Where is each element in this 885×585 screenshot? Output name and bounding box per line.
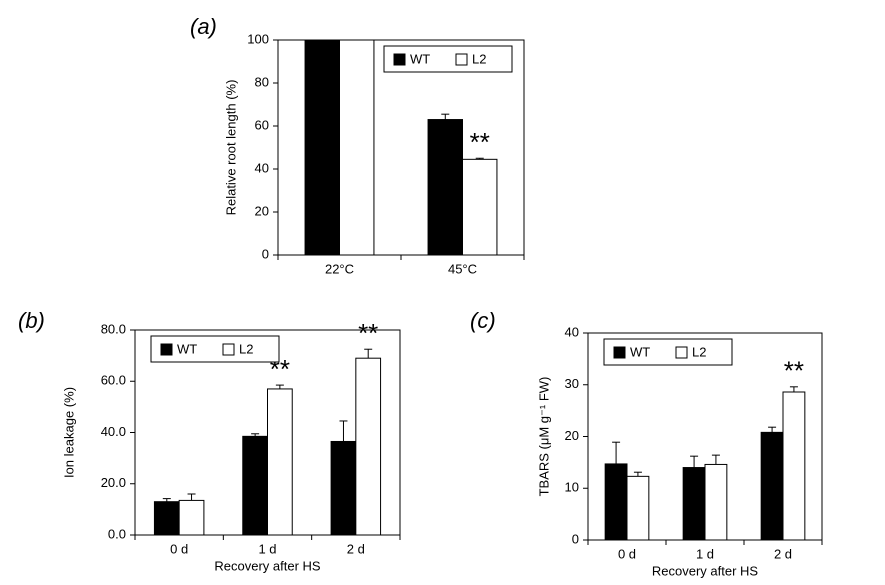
panel-label: (a): [190, 14, 217, 39]
y-tick-label: 60: [255, 117, 269, 132]
x-tick-label: 1 d: [696, 546, 714, 561]
y-tick-label: 20: [565, 428, 579, 443]
panel: (a) Relative root length (%) 0 20 40 60 80 100 2…: [190, 14, 525, 276]
error-bar: [711, 454, 720, 465]
x-tick-label: 2 d: [347, 541, 365, 556]
error-bar: [441, 113, 450, 120]
bar: [267, 388, 293, 536]
y-tick-label: 10: [565, 480, 579, 495]
bar: [462, 158, 498, 256]
bar: [355, 357, 382, 536]
legend-swatch: [675, 346, 688, 359]
error-bar: [475, 157, 484, 160]
x-tick-label: 0 d: [618, 546, 636, 561]
y-tick-label: 40: [255, 160, 269, 175]
y-tick-label: 80.0: [101, 321, 126, 336]
y-tick-label: 30: [565, 376, 579, 391]
bar: [427, 119, 463, 256]
legend-label: WT: [177, 341, 197, 356]
bar: [330, 440, 357, 536]
legend-label: L2: [692, 344, 706, 359]
annotation: **: [358, 318, 378, 348]
bar: [178, 499, 205, 536]
error-bar: [768, 426, 777, 433]
panel: (b) Ion leakage (%) Recovery after HS 0.0 20…: [18, 308, 401, 573]
y-tick-label: 100: [247, 31, 269, 46]
bar: [704, 463, 728, 541]
y-tick-label: 80: [255, 74, 269, 89]
bar: [626, 475, 650, 541]
bar: [760, 431, 784, 541]
error-bar: [251, 433, 260, 437]
x-tick-label: 22°C: [325, 261, 354, 276]
legend-swatch: [455, 53, 468, 66]
x-tick-label: 0 d: [170, 541, 188, 556]
legend-swatch: [613, 346, 626, 359]
y-tick-label: 20.0: [101, 475, 126, 490]
bar: [682, 467, 706, 541]
bar: [604, 463, 628, 541]
error-bar: [612, 441, 621, 464]
x-tick-label: 1 d: [258, 541, 276, 556]
error-bar: [633, 471, 642, 477]
bar: [153, 501, 180, 536]
x-axis-label: Recovery after HS: [652, 563, 759, 578]
legend-label: WT: [630, 344, 650, 359]
x-tick-label: 45°C: [448, 261, 477, 276]
error-bar: [789, 386, 798, 392]
y-tick-label: 40.0: [101, 424, 126, 439]
panel-label: (c): [470, 308, 496, 333]
bar: [304, 39, 340, 256]
legend-swatch: [222, 343, 235, 356]
legend: WT L2: [603, 338, 733, 366]
bar: [242, 435, 268, 536]
y-tick-label: 0: [572, 531, 579, 546]
legend: WT L2: [150, 335, 280, 363]
y-tick-label: 20: [255, 203, 269, 218]
panel-label: (b): [18, 308, 45, 333]
error-bar: [162, 498, 171, 502]
y-tick-label: 0.0: [108, 526, 126, 541]
y-tick-label: 0: [262, 246, 269, 261]
y-tick-label: 60.0: [101, 373, 126, 388]
y-axis-label: TBARS (μM g⁻¹ FW): [536, 377, 551, 497]
legend-label: L2: [239, 341, 253, 356]
y-axis-label: Relative root length (%): [223, 80, 238, 216]
legend-label: WT: [410, 51, 430, 66]
error-bar: [187, 493, 196, 501]
x-axis-label: Recovery after HS: [214, 558, 321, 573]
error-bar: [364, 348, 373, 359]
x-tick-label: 2 d: [774, 546, 792, 561]
annotation: **: [784, 356, 804, 386]
legend-label: L2: [472, 51, 486, 66]
legend-swatch: [393, 53, 406, 66]
panel: (c) TBARS (μM g⁻¹ FW) Recovery after HS 0 10…: [470, 308, 823, 578]
bar: [782, 391, 806, 541]
legend: WT L2: [383, 45, 513, 73]
y-axis-label: Ion leakage (%): [61, 387, 76, 478]
error-bar: [275, 384, 284, 389]
bar: [339, 39, 375, 256]
annotation: **: [470, 127, 490, 157]
error-bar: [339, 420, 348, 442]
error-bar: [690, 455, 699, 468]
legend-swatch: [160, 343, 173, 356]
y-tick-label: 40: [565, 324, 579, 339]
